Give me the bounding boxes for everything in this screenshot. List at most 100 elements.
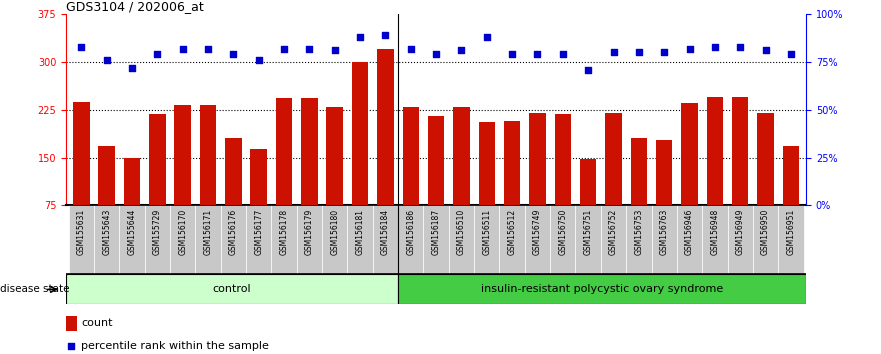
Bar — [478, 122, 495, 205]
Bar — [226, 138, 241, 205]
Point — [429, 51, 443, 57]
Bar — [297, 205, 322, 274]
Point — [353, 34, 367, 40]
Bar — [424, 205, 448, 274]
Bar — [500, 205, 525, 274]
Bar — [525, 205, 550, 274]
Text: GSM156187: GSM156187 — [432, 209, 440, 255]
Text: GDS3104 / 202006_at: GDS3104 / 202006_at — [66, 0, 204, 13]
Point — [226, 51, 241, 57]
Bar — [554, 114, 571, 205]
Point — [378, 32, 392, 38]
Text: disease state: disease state — [0, 284, 70, 295]
Point — [74, 44, 88, 50]
Text: GSM156763: GSM156763 — [660, 209, 669, 255]
Bar — [170, 205, 196, 274]
Bar — [398, 205, 424, 274]
Bar — [656, 140, 672, 205]
Point — [302, 46, 316, 51]
Bar — [352, 62, 368, 205]
Text: GSM156751: GSM156751 — [583, 209, 593, 255]
Bar — [271, 205, 297, 274]
Bar — [144, 205, 170, 274]
Text: GSM156178: GSM156178 — [279, 209, 289, 255]
Text: count: count — [81, 318, 113, 329]
Bar — [453, 107, 470, 205]
Text: GSM156753: GSM156753 — [634, 209, 643, 255]
Text: GSM156171: GSM156171 — [204, 209, 212, 255]
Point — [64, 343, 78, 348]
Point — [252, 57, 266, 63]
Text: GSM155644: GSM155644 — [128, 209, 137, 255]
Point — [403, 46, 418, 51]
Bar — [66, 274, 398, 304]
Point — [784, 51, 798, 57]
Point — [100, 57, 114, 63]
Text: GSM156946: GSM156946 — [685, 209, 694, 255]
Bar — [550, 205, 575, 274]
Bar — [702, 205, 728, 274]
Bar — [347, 205, 373, 274]
Text: GSM156948: GSM156948 — [710, 209, 720, 255]
Text: GSM156951: GSM156951 — [787, 209, 796, 255]
Point — [657, 50, 671, 55]
Bar — [681, 103, 698, 205]
Bar — [428, 116, 444, 205]
Text: GSM156750: GSM156750 — [559, 209, 567, 255]
Text: GSM156512: GSM156512 — [507, 209, 516, 255]
Point — [683, 46, 697, 51]
Point — [328, 48, 342, 53]
Text: percentile rank within the sample: percentile rank within the sample — [81, 341, 269, 350]
Point — [707, 44, 722, 50]
Bar — [123, 158, 140, 205]
Bar — [626, 205, 652, 274]
Bar — [728, 205, 753, 274]
Bar — [69, 205, 94, 274]
Point — [175, 46, 189, 51]
Bar — [246, 205, 271, 274]
Bar — [529, 113, 545, 205]
Bar — [322, 205, 347, 274]
Bar — [99, 146, 115, 205]
Bar — [398, 274, 806, 304]
Bar — [196, 205, 220, 274]
Text: GSM156176: GSM156176 — [229, 209, 238, 255]
Bar — [174, 105, 191, 205]
Text: GSM156949: GSM156949 — [736, 209, 744, 255]
Point — [530, 51, 544, 57]
Bar — [66, 316, 78, 331]
Text: GSM156511: GSM156511 — [482, 209, 492, 255]
Point — [201, 46, 215, 51]
Text: GSM156181: GSM156181 — [356, 209, 365, 255]
Text: insulin-resistant polycystic ovary syndrome: insulin-resistant polycystic ovary syndr… — [481, 284, 723, 295]
Bar — [276, 98, 292, 205]
Bar — [448, 205, 474, 274]
Bar — [474, 205, 500, 274]
Point — [151, 51, 165, 57]
Point — [556, 51, 570, 57]
Point — [632, 50, 646, 55]
Point — [125, 65, 139, 70]
Text: GSM155729: GSM155729 — [152, 209, 162, 255]
Bar — [677, 205, 702, 274]
Bar — [758, 113, 774, 205]
Bar — [753, 205, 778, 274]
Bar — [200, 105, 216, 205]
Bar — [778, 205, 803, 274]
Bar — [580, 159, 596, 205]
Bar — [220, 205, 246, 274]
Text: GSM156752: GSM156752 — [609, 209, 618, 255]
Point — [581, 67, 596, 73]
Bar — [327, 107, 343, 205]
Text: GSM156186: GSM156186 — [406, 209, 415, 255]
Bar — [119, 205, 144, 274]
Bar — [601, 205, 626, 274]
Text: GSM156179: GSM156179 — [305, 209, 314, 255]
Bar — [575, 205, 601, 274]
Bar — [250, 149, 267, 205]
Point — [455, 48, 469, 53]
Point — [733, 44, 747, 50]
Text: GSM156184: GSM156184 — [381, 209, 390, 255]
Bar — [94, 205, 119, 274]
Bar — [605, 113, 622, 205]
